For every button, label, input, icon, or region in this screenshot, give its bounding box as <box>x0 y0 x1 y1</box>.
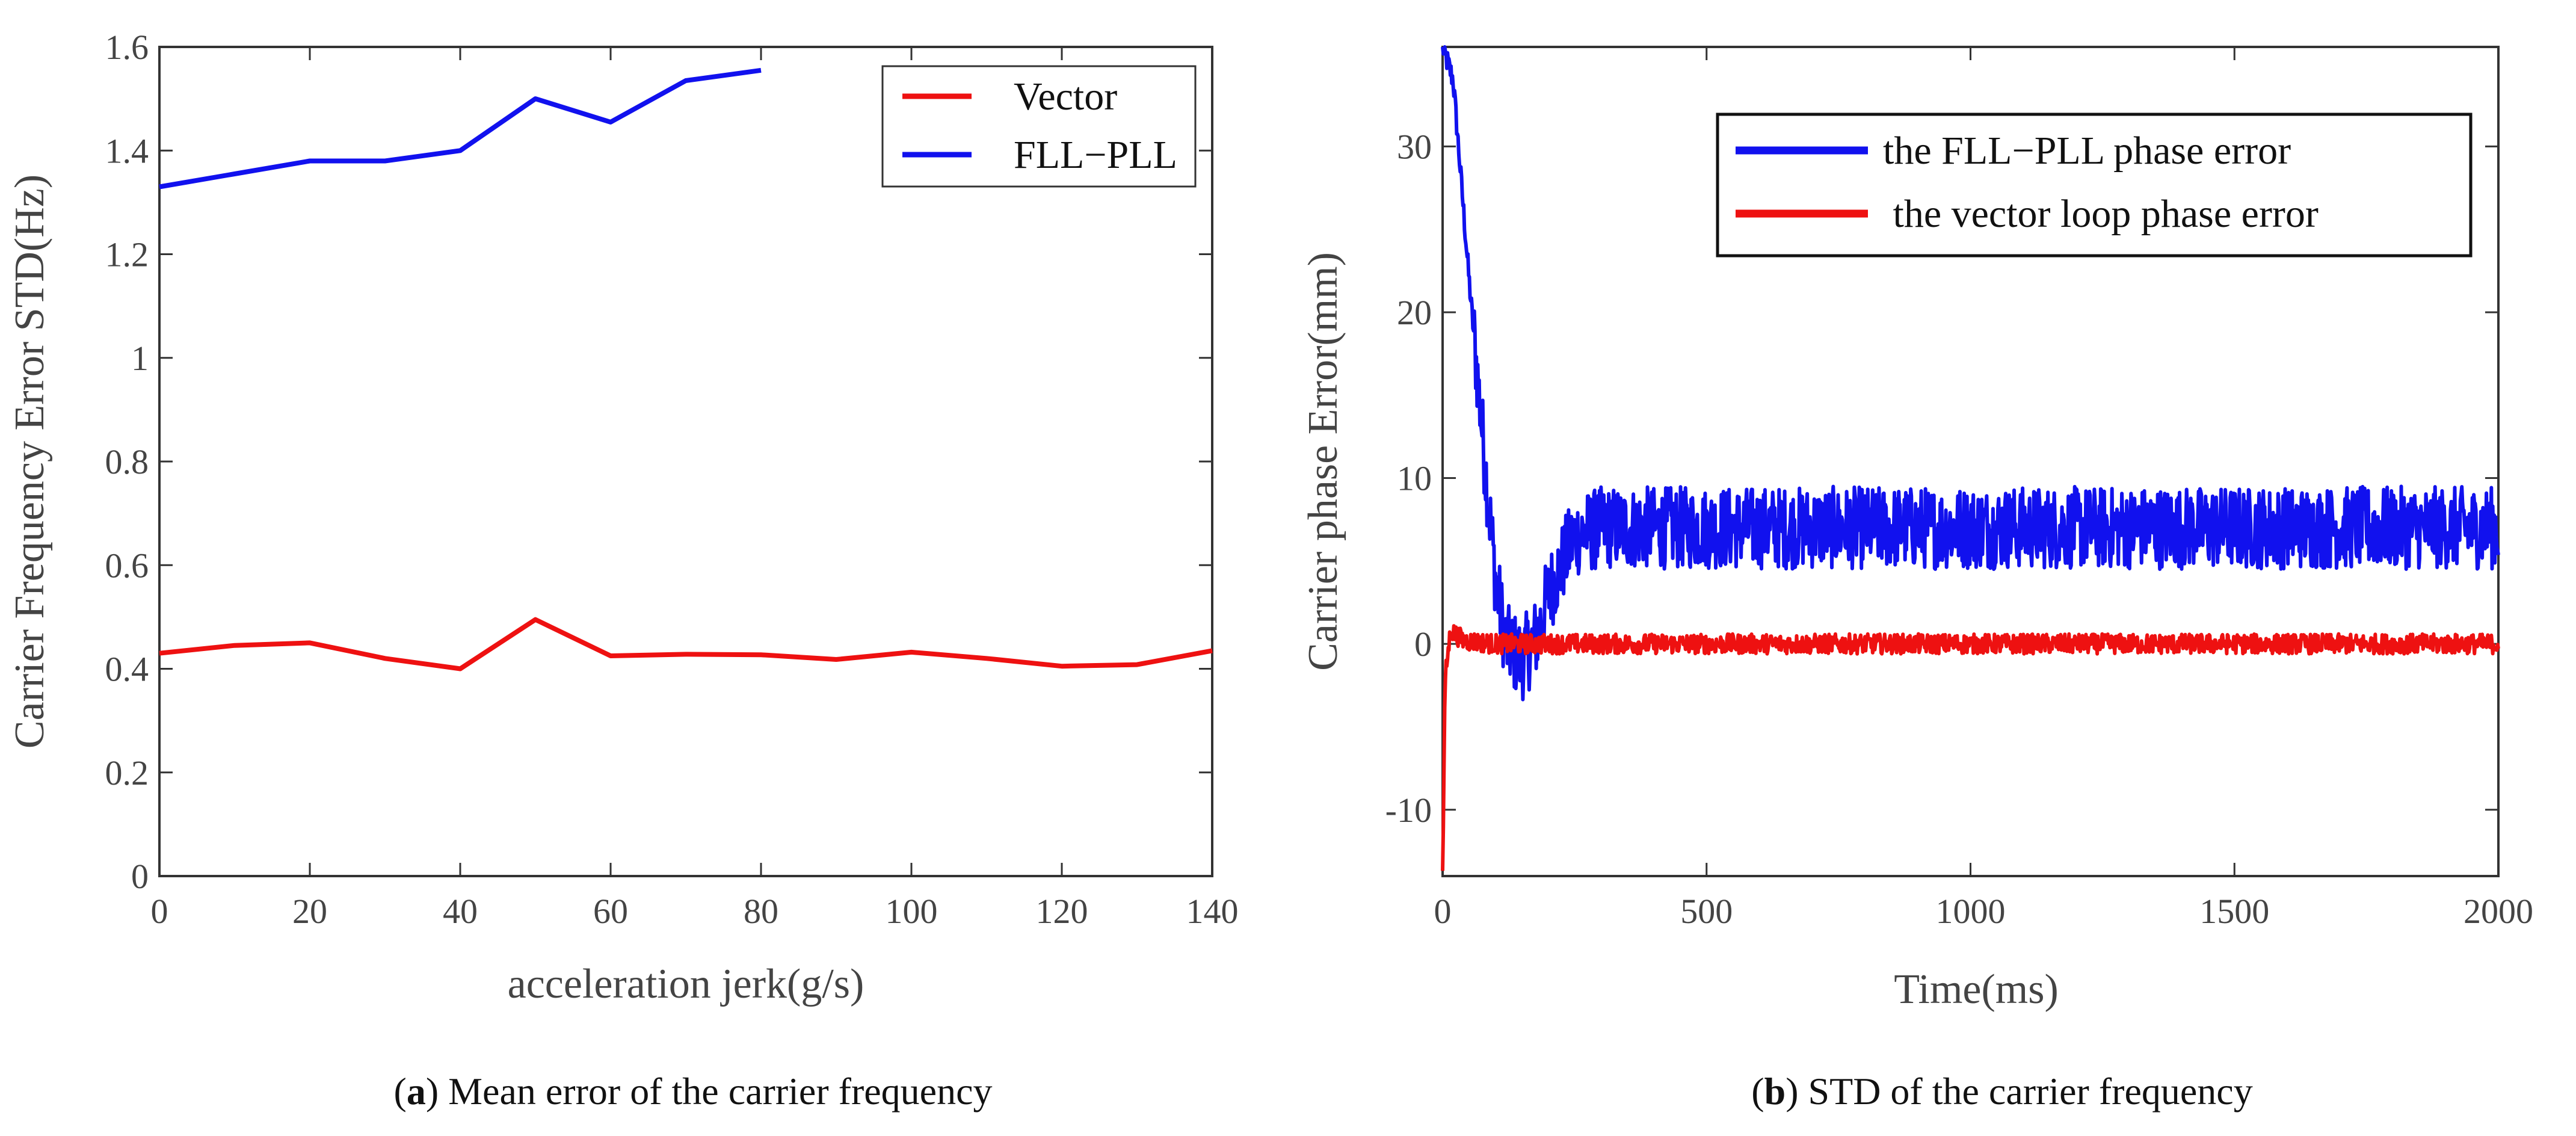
x-tick-label: 1500 <box>2199 892 2269 931</box>
x-tick-label: 500 <box>1680 892 1733 931</box>
y-tick-label: 0 <box>131 857 149 896</box>
panel-a-x-ticks: 0 20 40 60 80 100 120 140 <box>151 47 1239 931</box>
x-tick-label: 100 <box>886 892 938 931</box>
panel-b-legend-box <box>1716 113 2473 258</box>
y-tick-label: -10 <box>1385 791 1432 830</box>
x-tick-label: 60 <box>593 892 628 931</box>
x-tick-label: 80 <box>744 892 778 931</box>
y-tick-label: 0.6 <box>105 546 149 585</box>
panel-a-caption-letter: a <box>407 1070 426 1113</box>
panel-a-y-ticks: 0 0.2 0.4 0.6 0.8 1 1.2 1.4 1.6 <box>105 28 1212 896</box>
x-tick-label: 0 <box>1434 892 1452 931</box>
y-tick-label: 1.6 <box>105 28 149 67</box>
panel-b-chart: -10 0 10 20 30 0 500 1000 1500 2000 Carrier phas… <box>1300 45 2533 1113</box>
y-tick-label: 0.4 <box>105 650 149 689</box>
y-tick-label: 0.8 <box>105 442 149 481</box>
x-tick-label: 120 <box>1036 892 1088 931</box>
panel-b-series-lines <box>1441 45 2500 871</box>
panel-b-legend: the FLL−PLL phase error the vector loop … <box>1716 113 2473 258</box>
y-tick-label: 1.2 <box>105 235 149 274</box>
x-tick-label: 1000 <box>1936 892 2006 931</box>
panel-b-caption-letter: b <box>1764 1070 1786 1113</box>
y-tick-label: 10 <box>1397 459 1432 498</box>
y-tick-label: 30 <box>1397 127 1432 166</box>
y-tick-label: 0.2 <box>105 753 149 792</box>
panel-b-x-axis-label: Time(ms) <box>1894 966 2059 1013</box>
panel-b-caption-text: STD of the carrier frequency <box>1808 1070 2253 1113</box>
panel-b-x-ticks: 0 500 1000 1500 2000 <box>1434 47 2533 931</box>
y-tick-label: 1 <box>131 339 149 378</box>
series-line-fll-pll-phase-error <box>1441 45 2500 702</box>
panel-a-x-axis-label: acceleration jerk(g/s) <box>508 961 864 1007</box>
legend-label-fll-pll: FLL−PLL <box>1014 133 1177 177</box>
panel-a-chart: 0 0.2 0.4 0.6 0.8 1 1.2 1.4 1.6 0 20 40 60 80 100 120 1… <box>7 28 1239 1113</box>
panel-b-caption: (b) STD of the carrier frequency <box>1751 1070 2252 1113</box>
series-line-vector-loop-phase-error <box>1441 624 2500 871</box>
panel-a-caption: (a) Mean error of the carrier frequency <box>394 1070 993 1113</box>
x-tick-label: 140 <box>1186 892 1239 931</box>
y-tick-label: 0 <box>1414 625 1432 664</box>
x-tick-label: 0 <box>151 892 168 931</box>
x-tick-label: 2000 <box>2464 892 2533 931</box>
legend-label-vector: Vector <box>1014 75 1117 119</box>
panel-a-series-lines <box>159 67 1213 671</box>
panel-a-caption-text: Mean error of the carrier frequency <box>448 1070 992 1113</box>
x-tick-label: 20 <box>292 892 327 931</box>
panel-a-legend: Vector FLL−PLL <box>881 65 1197 188</box>
legend-label-vector-loop-phase-error: the vector loop phase error <box>1883 192 2319 236</box>
y-tick-label: 20 <box>1397 293 1432 332</box>
x-tick-label: 40 <box>443 892 478 931</box>
y-tick-label: 1.4 <box>105 131 149 170</box>
legend-label-fll-pll-phase-error: the FLL−PLL phase error <box>1883 129 2291 173</box>
panel-b-y-axis-label: Carrier phase Error(mm) <box>1300 252 1346 671</box>
panel-a-y-axis-label: Carrier Frequency Error STD(Hz) <box>7 174 53 749</box>
panel-a-legend-box <box>881 65 1197 188</box>
